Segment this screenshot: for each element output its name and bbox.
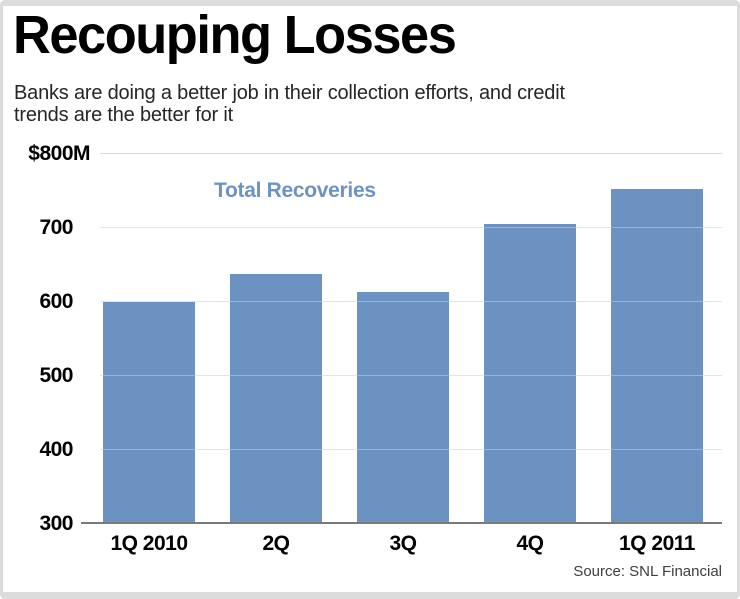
gridline-overlay-400 <box>100 449 722 450</box>
y-axis-label-800: $800M <box>28 142 90 165</box>
subtitle-line-1: Banks are doing a better job in their co… <box>14 82 565 104</box>
bar-3q <box>357 292 449 523</box>
gridline-700 <box>100 227 722 228</box>
y-axis-label-300: 300 <box>39 512 73 535</box>
subtitle-line-2: trends are the better for it <box>14 104 233 126</box>
y-axis-label-700: 700 <box>39 216 73 239</box>
x-axis-label-3q: 3Q <box>389 532 417 555</box>
source-label: Source: SNL Financial <box>573 563 722 580</box>
gridline-overlay-700 <box>100 227 722 228</box>
y-axis-label-600: 600 <box>39 290 73 313</box>
x-axis-line <box>81 522 722 524</box>
gridline-overlay-600 <box>100 301 722 302</box>
legend-label: Total Recoveries <box>214 179 376 202</box>
bar-4q <box>484 224 576 523</box>
bar-2q <box>230 274 322 523</box>
bar-1q-2011 <box>611 189 703 523</box>
x-axis-label-1q-2011: 1Q 2011 <box>619 532 695 555</box>
gridline-overlay-500 <box>100 375 722 376</box>
bar-1q-2010 <box>103 302 195 523</box>
x-axis-label-1q-2010: 1Q 2010 <box>110 532 188 555</box>
x-axis-label-2q: 2Q <box>262 532 290 555</box>
x-axis-label-4q: 4Q <box>516 532 544 555</box>
gridline-800 <box>100 153 722 154</box>
y-axis-label-500: 500 <box>39 364 73 387</box>
subtitle: Banks are doing a better job in their co… <box>14 82 565 126</box>
y-axis-label-400: 400 <box>39 438 73 461</box>
page-title: Recouping Losses <box>13 5 457 65</box>
